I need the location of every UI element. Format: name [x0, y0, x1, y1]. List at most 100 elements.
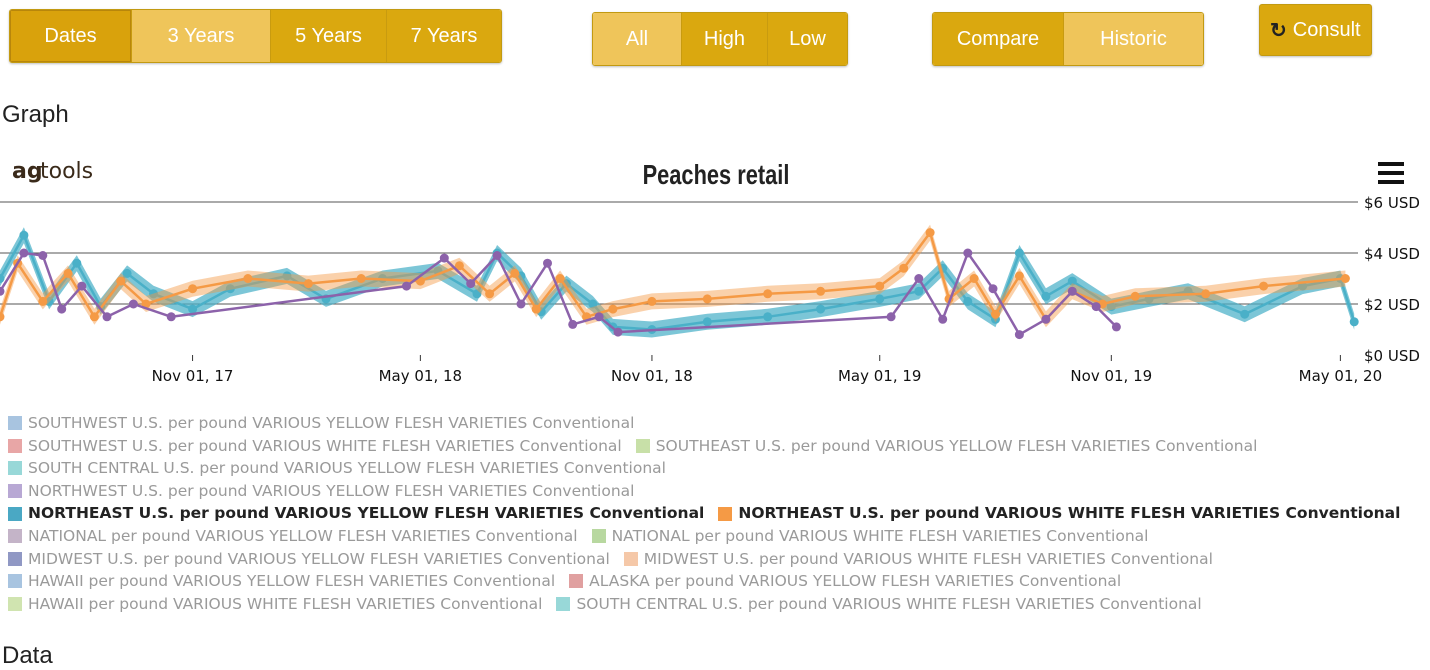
legend-label: MIDWEST U.S. per pound VARIOUS WHITE FLE…	[643, 549, 1213, 568]
data-point	[472, 289, 482, 299]
data-point	[516, 299, 526, 309]
legend-swatch	[8, 416, 22, 431]
legend-label: SOUTHEAST U.S. per pound VARIOUS YELLOW …	[655, 436, 1258, 455]
series-3	[0, 248, 1121, 340]
data-point	[963, 296, 973, 306]
3-years-button[interactable]: 3 Years	[132, 10, 271, 62]
data-point	[702, 317, 712, 327]
low-button[interactable]: Low	[768, 13, 847, 65]
legend-item[interactable]: NORTHEAST U.S. per pound VARIOUS WHITE F…	[718, 502, 1400, 525]
data-point	[1014, 248, 1024, 258]
legend-item[interactable]: MIDWEST U.S. per pound VARIOUS WHITE FLE…	[623, 548, 1213, 571]
data-point	[166, 312, 176, 322]
data-point	[613, 327, 623, 337]
data-point	[1349, 317, 1359, 327]
data-point	[555, 274, 565, 283]
legend-row: NATIONAL per pound VARIOUS YELLOW FLESH …	[8, 525, 1430, 548]
data-point	[1041, 314, 1051, 324]
date-range-button-group: Dates 3 Years 5 Years 7 Years	[9, 9, 502, 63]
x-tick-label: May 01, 18	[379, 367, 463, 385]
axis-labels: $0 USD $2 USD $4 USD $6 USD Nov 01, 17 May 01…	[152, 194, 1420, 385]
legend-item[interactable]: SOUTH CENTRAL U.S. per pound VARIOUS WHI…	[556, 593, 1202, 616]
data-point	[886, 312, 896, 322]
legend-item[interactable]: SOUTHWEST U.S. per pound VARIOUS WHITE F…	[8, 435, 622, 458]
data-point	[72, 258, 82, 268]
data-point	[969, 274, 979, 283]
hamburger-menu-icon[interactable]	[1378, 162, 1404, 184]
data-point	[282, 271, 292, 281]
data-heading: Data	[2, 642, 53, 669]
data-point	[38, 251, 48, 260]
data-point	[0, 274, 5, 283]
data-point	[531, 304, 541, 314]
legend-row: SOUTHWEST U.S. per pound VARIOUS YELLOW …	[8, 412, 1430, 435]
legend-label: HAWAII per pound VARIOUS WHITE FLESH VAR…	[28, 594, 543, 613]
data-point	[543, 258, 552, 268]
data-point	[188, 284, 198, 294]
data-point	[102, 312, 112, 322]
consult-button[interactable]: ↻ Consult	[1259, 4, 1372, 56]
legend-swatch	[8, 574, 22, 589]
price-level-button-group: All High Low	[592, 12, 848, 66]
data-point	[492, 251, 502, 260]
data-point	[149, 289, 158, 299]
legend-item[interactable]: ALASKA per pound VARIOUS YELLOW FLESH VA…	[569, 570, 1121, 593]
series-band	[0, 224, 1346, 328]
legend-swatch	[569, 574, 584, 589]
data-point	[466, 279, 476, 289]
data-point	[816, 286, 826, 296]
data-point	[1340, 274, 1350, 283]
data-point	[763, 312, 773, 322]
data-point	[608, 304, 618, 314]
data-point	[454, 261, 464, 271]
data-point	[568, 319, 578, 329]
chart-legend: SOUTHWEST U.S. per pound VARIOUS YELLOW …	[8, 412, 1430, 615]
y-tick-label: $4 USD	[1364, 245, 1420, 263]
view-mode-button-group: Compare Historic	[932, 12, 1204, 66]
legend-item[interactable]: NORTHEAST U.S. per pound VARIOUS YELLOW …	[8, 502, 704, 525]
x-tick-label: Nov 01, 19	[1070, 367, 1152, 385]
data-point	[128, 299, 138, 309]
historic-button[interactable]: Historic	[1064, 13, 1203, 65]
agtools-logo: ag tools	[12, 159, 93, 184]
legend-swatch	[8, 461, 22, 476]
data-point	[439, 253, 449, 263]
legend-item[interactable]: NATIONAL per pound VARIOUS WHITE FLESH V…	[591, 525, 1148, 548]
legend-swatch	[8, 597, 22, 612]
legend-item[interactable]: SOUTH CENTRAL U.S. per pound VARIOUS YEL…	[8, 457, 666, 480]
high-button[interactable]: High	[682, 13, 768, 65]
7-years-button[interactable]: 7 Years	[387, 10, 501, 62]
data-point	[963, 248, 973, 258]
legend-item[interactable]: NORTHWEST U.S. per pound VARIOUS YELLOW …	[8, 480, 634, 503]
legend-item[interactable]: HAWAII per pound VARIOUS WHITE FLESH VAR…	[8, 593, 542, 616]
data-point	[914, 274, 924, 283]
legend-label: HAWAII per pound VARIOUS YELLOW FLESH VA…	[28, 572, 556, 591]
data-point	[122, 268, 132, 278]
legend-row: HAWAII per pound VARIOUS YELLOW FLESH VA…	[8, 570, 1430, 593]
legend-item[interactable]: NATIONAL per pound VARIOUS YELLOW FLESH …	[8, 525, 578, 548]
legend-label: SOUTH CENTRAL U.S. per pound VARIOUS WHI…	[576, 594, 1202, 613]
compare-button[interactable]: Compare	[933, 13, 1064, 65]
legend-swatch	[718, 506, 733, 521]
legend-row: SOUTH CENTRAL U.S. per pound VARIOUS YEL…	[8, 457, 1430, 480]
data-point	[1240, 309, 1250, 319]
5-years-button[interactable]: 5 Years	[271, 10, 387, 62]
dates-button[interactable]: Dates	[10, 10, 132, 62]
data-point	[356, 274, 366, 283]
data-point	[510, 268, 520, 278]
data-point	[38, 296, 48, 306]
legend-item[interactable]: SOUTHWEST U.S. per pound VARIOUS YELLOW …	[8, 412, 634, 435]
graph-heading: Graph	[2, 101, 69, 128]
series-layer	[0, 224, 1359, 340]
data-point	[925, 228, 935, 238]
consult-label: Consult	[1292, 18, 1361, 41]
legend-label: NORTHWEST U.S. per pound VARIOUS YELLOW …	[28, 481, 635, 500]
all-button[interactable]: All	[593, 13, 682, 65]
legend-item[interactable]: HAWAII per pound VARIOUS YELLOW FLESH VA…	[8, 570, 555, 593]
x-tick-label: Nov 01, 18	[611, 367, 693, 385]
legend-item[interactable]: MIDWEST U.S. per pound VARIOUS YELLOW FL…	[8, 548, 610, 571]
legend-item[interactable]: SOUTHEAST U.S. per pound VARIOUS YELLOW …	[635, 435, 1258, 458]
data-point	[303, 279, 313, 289]
legend-label: NATIONAL per pound VARIOUS YELLOW FLESH …	[28, 526, 578, 545]
data-point	[57, 304, 67, 314]
